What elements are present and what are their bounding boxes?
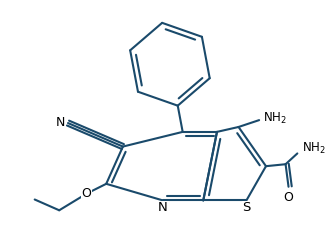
Text: O: O (82, 187, 92, 200)
Text: N: N (158, 201, 168, 214)
Text: NH$_2$: NH$_2$ (302, 141, 326, 156)
Text: S: S (242, 201, 250, 214)
Text: NH$_2$: NH$_2$ (263, 111, 287, 126)
Text: N: N (56, 116, 65, 129)
Text: O: O (284, 191, 294, 204)
